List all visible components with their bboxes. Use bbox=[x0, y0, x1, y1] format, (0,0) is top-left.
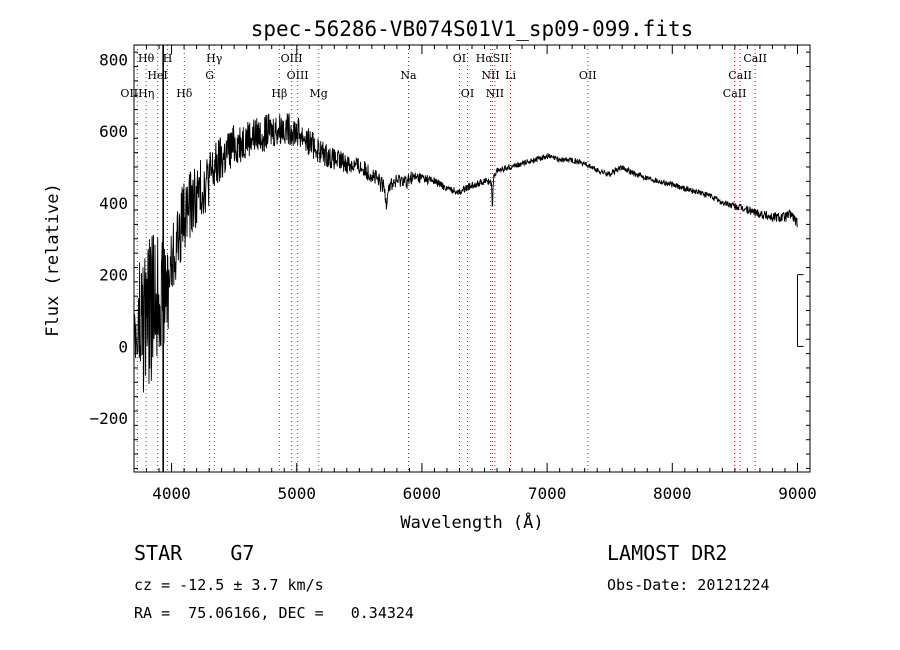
chart-title: spec-56286-VB074S01V1_sp09-099.fits bbox=[251, 17, 694, 41]
spectral-line-label: OI bbox=[453, 52, 466, 65]
survey-name: LAMOST DR2 bbox=[607, 541, 728, 565]
x-tick-label: 6000 bbox=[403, 484, 442, 503]
observation-date: Obs-Date: 20121224 bbox=[607, 576, 770, 594]
spectral-line-label: Hθ bbox=[138, 52, 155, 65]
spectral-line-label: HαSII bbox=[476, 52, 509, 65]
spectral-line-label: H bbox=[163, 52, 173, 65]
y-axis: −200 0 200 400 600 800 bbox=[89, 50, 810, 469]
spectral-line-label: CaII bbox=[728, 69, 752, 82]
spectrum-line bbox=[133, 113, 798, 393]
y-tick-label: 400 bbox=[99, 194, 128, 213]
spectral-line-label: Mg bbox=[309, 87, 327, 100]
redshift-velocity: cz = -12.5 ± 3.7 km/s bbox=[134, 576, 324, 594]
y-tick-label: 600 bbox=[99, 122, 128, 141]
spectrum-end-bracket bbox=[796, 274, 804, 347]
spectral-line-label: OIIHη bbox=[120, 87, 154, 100]
spectral-line-label: OIII bbox=[287, 69, 309, 82]
y-tick-label: 200 bbox=[99, 266, 128, 285]
spectral-line-label: CaII bbox=[743, 52, 767, 65]
spectral-line-label: CaII bbox=[723, 87, 747, 100]
y-tick-label: 800 bbox=[99, 50, 128, 69]
x-axis-label: Wavelength (Å) bbox=[400, 511, 543, 533]
spectral-line-label: Hγ bbox=[206, 52, 223, 65]
y-tick-label: 0 bbox=[118, 337, 128, 356]
spectral-line-label: Hβ bbox=[271, 87, 287, 100]
spectral-line-label: OI bbox=[461, 87, 474, 100]
spectral-line-label: G bbox=[205, 69, 214, 82]
spectral-line-label: NII bbox=[486, 87, 504, 100]
spectral-line-label: Hδ bbox=[176, 87, 193, 100]
spectral-line-label: HeI bbox=[147, 69, 167, 82]
object-classification: STAR G7 bbox=[134, 541, 255, 565]
x-tick-label: 7000 bbox=[528, 484, 567, 503]
x-tick-label: 9000 bbox=[778, 484, 817, 503]
spectral-line-label: Li bbox=[505, 69, 516, 82]
spectral-line-label: OIII bbox=[281, 52, 303, 65]
y-tick-label: −200 bbox=[89, 409, 128, 428]
x-tick-label: 4000 bbox=[152, 484, 191, 503]
ra-dec-coordinates: RA = 75.06166, DEC = 0.34324 bbox=[134, 604, 414, 622]
plot-frame bbox=[133, 44, 811, 473]
y-axis-label: Flux (relative) bbox=[43, 183, 63, 337]
x-tick-label: 5000 bbox=[277, 484, 316, 503]
x-axis: 4000 5000 6000 7000 8000 9000 bbox=[133, 45, 817, 503]
x-tick-label: 8000 bbox=[653, 484, 692, 503]
spectral-line-label: OII bbox=[579, 69, 597, 82]
spectral-line-label: Na bbox=[400, 69, 417, 82]
spectral-line-label: NII bbox=[481, 69, 499, 82]
